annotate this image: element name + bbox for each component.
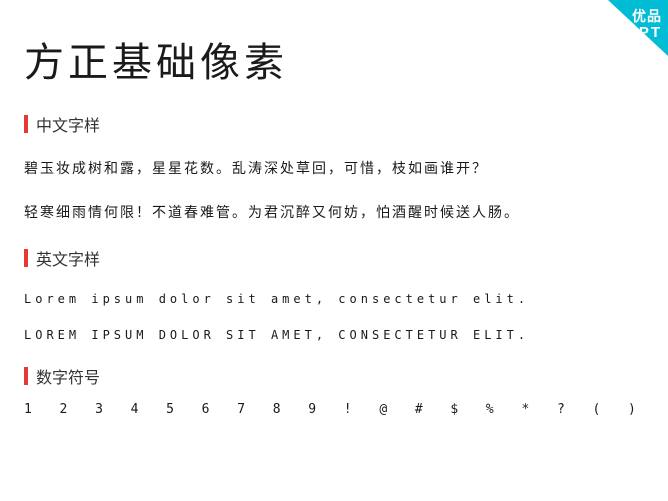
font-title: 方正基础像素 xyxy=(24,30,644,88)
content-area: 方正基础像素 中文字样 碧玉妆成树和露，星星花数。乱涛深处草回，可惜，枝如画谁开… xyxy=(0,0,668,417)
digit-glyph: # xyxy=(415,402,423,417)
digit-glyph: $ xyxy=(450,402,458,417)
section-english-header: 英文字样 xyxy=(24,246,644,270)
digit-glyph: ) xyxy=(628,402,636,417)
digit-glyph: 3 xyxy=(95,402,103,417)
section-chinese-label: 中文字样 xyxy=(36,112,100,136)
digit-glyph: ! xyxy=(344,402,352,417)
digits-sample-row: 1 2 3 4 5 6 7 8 9! @ # $% *? () xyxy=(24,402,644,417)
section-digits-header: 数字符号 xyxy=(24,364,644,388)
accent-bar-icon xyxy=(24,249,28,267)
digit-glyph: ( xyxy=(593,402,601,417)
accent-bar-icon xyxy=(24,367,28,385)
english-sample-upper: Lorem ipsum dolor sit amet, consectetur … xyxy=(24,328,644,342)
digit-glyph: 7 xyxy=(237,402,245,417)
digit-glyph: 8 xyxy=(273,402,281,417)
digit-glyph: 6 xyxy=(202,402,210,417)
digit-glyph: 4 xyxy=(131,402,139,417)
english-sample-lower: Lorem ipsum dolor sit amet, consectetur … xyxy=(24,292,644,306)
section-chinese-header: 中文字样 xyxy=(24,112,644,136)
digit-glyph: ? xyxy=(557,402,565,417)
section-english-label: 英文字样 xyxy=(36,246,100,270)
accent-bar-icon xyxy=(24,115,28,133)
digit-glyph: % xyxy=(486,402,494,417)
digit-glyph: 2 xyxy=(60,402,68,417)
chinese-sample-line1: 碧玉妆成树和露，星星花数。乱涛深处草回，可惜，枝如画谁开？ xyxy=(24,158,644,178)
digit-glyph: * xyxy=(521,402,529,417)
section-digits-label: 数字符号 xyxy=(36,364,100,388)
digit-glyph: @ xyxy=(379,402,387,417)
chinese-sample-line2: 轻寒细雨情何限！不道春难管。为君沉醉又何妨，怕酒醒时候送人肠。 xyxy=(24,202,644,222)
badge-line1: 优品 xyxy=(632,6,662,26)
digit-glyph: 5 xyxy=(166,402,174,417)
digit-glyph: 9 xyxy=(308,402,316,417)
digit-glyph: 1 xyxy=(24,402,32,417)
